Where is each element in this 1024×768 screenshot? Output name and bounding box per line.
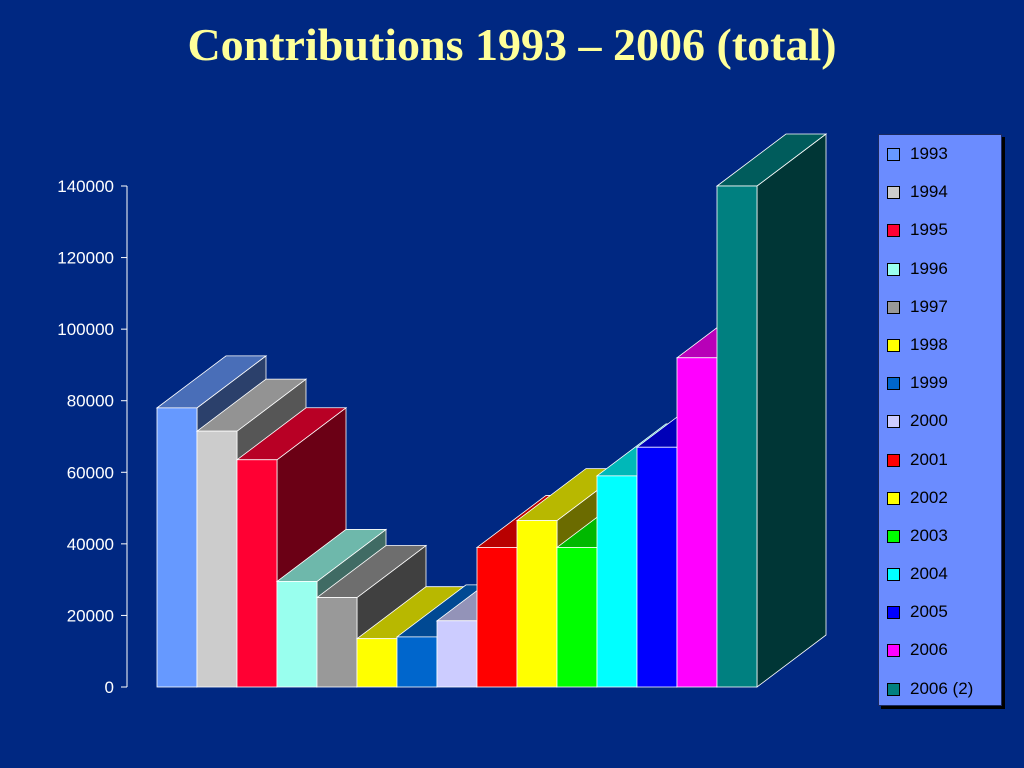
legend-item: 2005 [879,602,1001,640]
bar-front-face [196,430,238,688]
bar-front-face [436,620,478,688]
legend-label: 2004 [910,564,948,584]
legend-swatch [887,529,900,543]
y-tick-label: 140000 [57,177,114,196]
bar-front-face [676,357,718,688]
legend-swatch [887,644,900,658]
bar-front-face [556,547,598,688]
legend-item: 1993 [879,144,1001,182]
y-tick-label: 40000 [67,535,114,554]
legend-item: 1999 [879,373,1001,411]
legend-item: 1996 [879,259,1001,297]
legend-label: 1994 [910,182,948,202]
legend: 1993 1994 1995 1996 1997 1998 1999 2000 2001 2002… [878,134,1002,706]
legend-swatch [887,415,900,429]
bar-side-face [756,133,827,688]
legend-label: 2002 [910,487,948,507]
legend-item: 2000 [879,411,1001,449]
bar-2006-2 [715,133,828,688]
legend-label: 2003 [910,525,948,545]
y-tick-label: 120000 [57,249,114,268]
legend-swatch [887,453,900,467]
legend-item: 1998 [879,335,1001,373]
legend-label: 1996 [910,258,948,278]
legend-swatch [887,262,900,276]
legend-swatch [887,148,900,161]
legend-label: 1998 [910,334,948,354]
legend-item: 2002 [879,488,1001,526]
y-tick-label: 20000 [67,606,114,625]
legend-item: 2006 [879,640,1001,678]
legend-item: 1994 [879,182,1001,220]
legend-label: 2006 (2) [910,678,974,698]
bar-front-face [476,547,518,688]
bar-front-face [716,185,758,688]
legend-label: 2005 [910,602,948,622]
legend-item: 2001 [879,450,1001,488]
legend-item: 2006 (2) [879,679,1001,717]
legend-swatch [887,338,900,352]
legend-swatch [887,377,900,391]
y-tick-label: 100000 [57,320,114,339]
bar-chart: 0 20000 40000 60000 80000 100000 120000 140000 [57,133,828,697]
bar-front-face [316,597,358,688]
legend-label: 1997 [910,296,948,316]
legend-item: 2004 [879,564,1001,602]
legend-swatch [887,224,900,238]
y-tick-label: 0 [105,678,114,697]
legend-swatch [887,682,900,696]
y-tick-label: 60000 [67,463,114,482]
bar-front-face [636,446,678,688]
bar-front-face [396,636,438,688]
legend-label: 2006 [910,640,948,660]
legend-item: 1997 [879,297,1001,335]
legend-swatch [887,186,900,200]
legend-item: 1995 [879,220,1001,258]
legend-swatch [887,568,900,582]
bar-front-face [356,638,398,688]
bar-front-face [276,581,318,688]
chart-title: Contributions 1993 – 2006 (total) [187,19,837,70]
bar-front-face [516,520,558,688]
legend-label: 1999 [910,373,948,393]
legend-item: 2003 [879,526,1001,564]
legend-label: 2001 [910,449,948,469]
legend-label: 1993 [910,144,948,163]
bar-front-face [236,459,278,688]
legend-label: 2000 [910,411,948,431]
legend-swatch [887,606,900,620]
y-tick-label: 80000 [67,392,114,411]
bar-front-face [596,475,638,688]
legend-label: 1995 [910,220,948,240]
bar-front-face [156,407,198,688]
legend-swatch [887,491,900,505]
legend-swatch [887,300,900,314]
